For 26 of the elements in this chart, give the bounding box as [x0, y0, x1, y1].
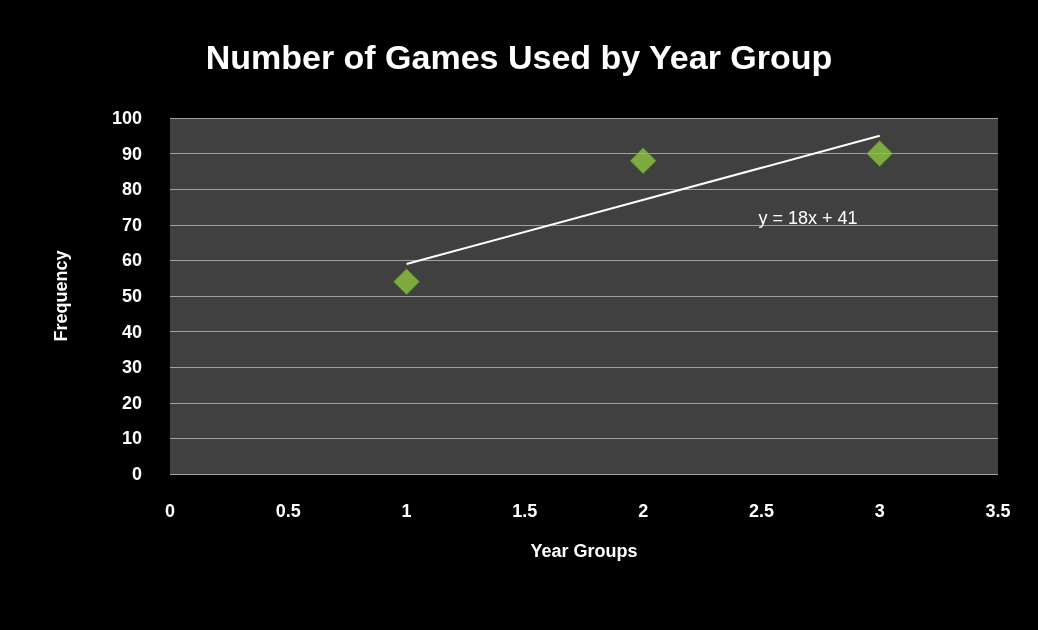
y-tick-label: 20: [121, 392, 142, 413]
chart-title: Number of Games Used by Year Group: [205, 38, 833, 76]
y-tick-label: 40: [121, 321, 142, 342]
x-axis-title: Year Groups: [530, 541, 638, 561]
point: [393, 268, 421, 296]
x-tick-label: 0.5: [275, 501, 301, 521]
y-tick-label: 30: [121, 357, 142, 378]
annotation: y = 18x + 41: [758, 208, 858, 228]
y-axis-title: Frequency: [51, 250, 71, 342]
x-tick-label: 1.5: [512, 501, 538, 521]
x-tick-label: 3: [874, 501, 885, 521]
x-tick-label: 0: [164, 501, 176, 521]
x-tick-label: 2.5: [748, 501, 774, 521]
x-tick-label: 2: [638, 501, 649, 521]
y-tick-label: 60: [121, 250, 142, 271]
y-tick-label: 0: [131, 464, 142, 484]
point: [629, 147, 657, 175]
y-tick-label: 100: [111, 108, 142, 128]
y-tick-label: 70: [121, 214, 142, 235]
y-tick-label: 10: [121, 428, 142, 449]
y-tick-label: 50: [121, 286, 142, 306]
x-tick-label: 3.5: [985, 501, 1011, 521]
x-tick-label: 1: [401, 501, 412, 521]
point: [866, 140, 894, 168]
y-tick-label: 80: [121, 179, 142, 200]
y-tick-label: 90: [121, 143, 142, 164]
